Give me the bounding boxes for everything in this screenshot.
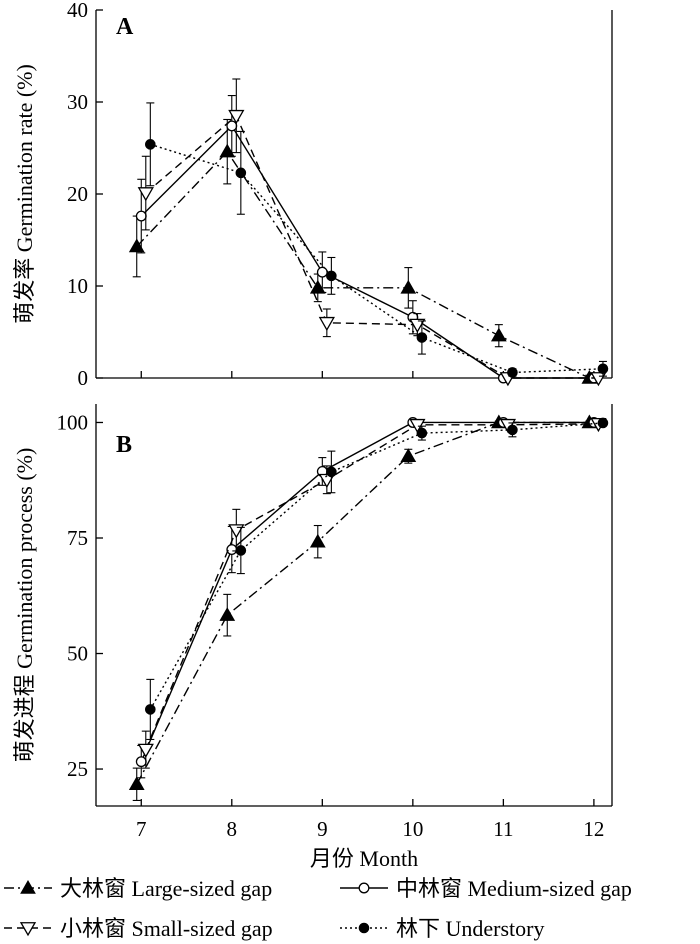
series-2 [135, 417, 600, 779]
legend-item: 林下 Understory [340, 916, 544, 941]
data-point [228, 524, 245, 539]
legend-marker [358, 882, 370, 894]
series-1 [128, 118, 598, 384]
series-line [149, 422, 604, 710]
series-2 [135, 95, 600, 384]
data-point [135, 210, 147, 222]
series-4 [145, 102, 609, 378]
x-tick-label: 8 [227, 817, 238, 841]
y-tick-label: 50 [67, 642, 88, 666]
x-axis-title: 月份 Month [310, 846, 418, 871]
x-tick-label: 12 [583, 817, 604, 841]
legend-label: 小林窗 Small-sized gap [60, 916, 273, 941]
series-line [136, 150, 590, 379]
series-line [145, 423, 599, 750]
data-point [400, 448, 417, 462]
data-point [309, 279, 326, 294]
panel-b: 25 50 75 100 7 8 9 10 11 12 B 萌发进程 Germination proc… [12, 404, 613, 841]
panel-letter: A [116, 14, 134, 40]
data-point [228, 109, 245, 125]
x-tick-label: 11 [493, 817, 513, 841]
y-axis-title: 萌发进程 Germination process (%) [12, 448, 37, 763]
data-point [128, 776, 145, 791]
data-point [145, 139, 156, 150]
x-tick-label: 9 [317, 817, 328, 841]
series-3 [137, 417, 607, 769]
y-tick-label: 10 [67, 274, 88, 298]
data-point [507, 424, 518, 436]
data-point [235, 167, 247, 179]
series-4 [145, 417, 609, 741]
panel-letter: B [116, 432, 132, 458]
y-tick-label: 75 [67, 526, 88, 550]
data-point [507, 367, 518, 378]
data-point [137, 743, 154, 758]
data-point [219, 143, 236, 158]
series-line [136, 421, 590, 785]
legend-item: 大林窗 Large-sized gap [4, 876, 272, 901]
data-point [409, 318, 426, 333]
data-point [137, 187, 154, 202]
y-tick-label: 40 [67, 0, 88, 22]
data-point [318, 316, 335, 332]
data-point [326, 466, 337, 478]
data-point [226, 544, 238, 556]
legend-marker [358, 922, 370, 934]
legend: 大林窗 Large-sized gap 中林窗 Medium-sized gap 小… [4, 876, 632, 941]
legend-marker [20, 879, 36, 894]
data-point [597, 417, 609, 429]
y-axis-title: 萌发率 Germination rate (%) [12, 64, 37, 324]
data-point [309, 533, 326, 548]
data-point [416, 332, 428, 343]
legend-label: 林下 Understory [396, 916, 544, 941]
data-point [326, 270, 337, 282]
panel-a: 0 10 20 30 40 A 萌发率 Germination rate (%) [12, 0, 613, 390]
legend-item: 小林窗 Small-sized gap [4, 916, 273, 941]
series-1 [128, 414, 598, 802]
x-tick-label: 7 [136, 817, 147, 841]
data-point [128, 238, 145, 253]
series-line [150, 143, 603, 374]
series-line [140, 421, 594, 762]
data-point [416, 427, 428, 439]
data-point [316, 266, 328, 278]
y-tick-label: 30 [67, 90, 88, 114]
legend-label: 中林窗 Medium-sized gap [396, 876, 632, 901]
data-point [219, 607, 236, 621]
legend-label: 大林窗 Large-sized gap [60, 876, 272, 901]
x-tick-label: 10 [402, 817, 423, 841]
y-tick-label: 25 [67, 757, 88, 781]
data-point [135, 756, 147, 768]
series-line [145, 114, 599, 379]
data-point [235, 545, 247, 556]
series-line [140, 124, 594, 379]
y-tick-label: 100 [57, 410, 89, 434]
legend-marker [19, 922, 37, 937]
legend-item: 中林窗 Medium-sized gap [340, 876, 632, 901]
series-3 [137, 78, 607, 387]
y-tick-label: 20 [67, 182, 88, 206]
y-tick-label: 0 [78, 366, 89, 390]
data-point [400, 279, 417, 294]
data-point [490, 327, 507, 342]
data-point [597, 363, 609, 375]
data-point [145, 704, 156, 715]
